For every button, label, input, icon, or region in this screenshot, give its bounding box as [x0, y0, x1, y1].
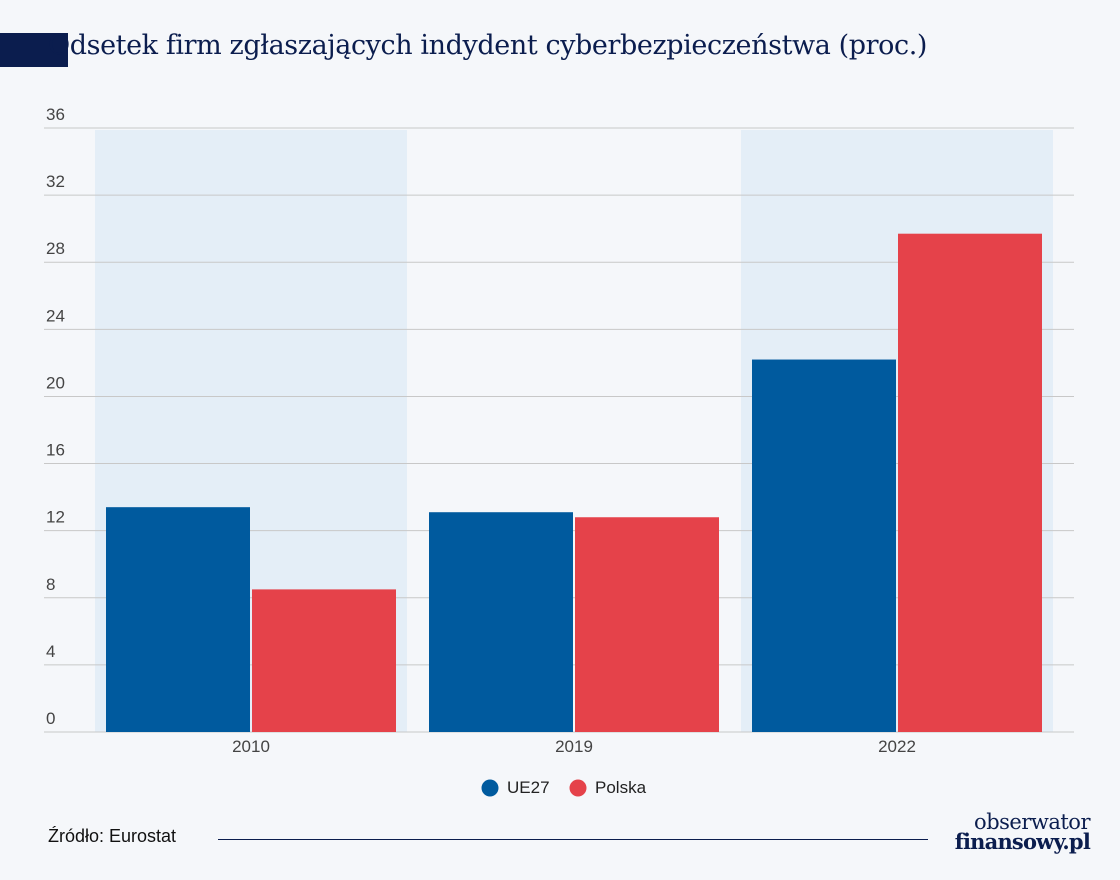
y-tick-label-0: 0: [46, 709, 55, 728]
legend-label-polska: Polska: [595, 778, 647, 797]
y-tick-label-8: 8: [46, 575, 55, 594]
publisher-logo: obserwator finansowy.pl: [950, 810, 1091, 854]
y-tick-label-24: 24: [46, 306, 65, 325]
chart-title: Odsetek firm zgłaszających indydent cybe…: [48, 30, 928, 61]
x-tick-label-2019: 2019: [555, 737, 593, 756]
source-note: Źródło: Eurostat: [48, 826, 177, 846]
y-tick-label-20: 20: [46, 373, 65, 392]
bar-polska-2022: [898, 233, 1042, 732]
bar-ue27-2019: [429, 512, 573, 732]
y-tick-label-16: 16: [46, 441, 65, 460]
x-tick-label-2022: 2022: [878, 737, 916, 756]
source-divider: [218, 839, 928, 840]
legend-label-ue27: UE27: [507, 778, 550, 797]
y-tick-label-36: 36: [46, 105, 65, 124]
x-tick-label-2010: 2010: [232, 737, 270, 756]
legend-marker-ue27: [481, 779, 499, 797]
y-tick-label-12: 12: [46, 508, 65, 527]
bar-ue27-2022: [752, 359, 896, 732]
bar-polska-2019: [575, 517, 719, 732]
y-tick-label-32: 32: [46, 172, 65, 191]
title-accent-bar: [0, 33, 68, 67]
bar-polska-2010: [252, 589, 396, 732]
logo-line-2: finansowy.pl: [954, 829, 1091, 854]
y-tick-label-28: 28: [46, 239, 65, 258]
logo-line-1: obserwator: [974, 810, 1090, 834]
y-tick-label-4: 4: [46, 642, 55, 661]
bar-ue27-2010: [106, 507, 250, 732]
legend-marker-polska: [569, 779, 587, 797]
